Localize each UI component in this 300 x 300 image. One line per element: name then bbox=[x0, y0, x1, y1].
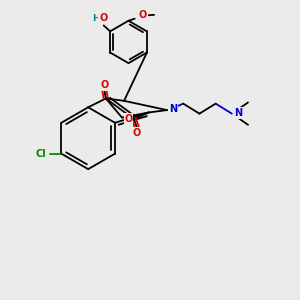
Text: O: O bbox=[99, 14, 107, 23]
Text: Cl: Cl bbox=[36, 149, 46, 159]
Text: N: N bbox=[169, 103, 178, 114]
Text: O: O bbox=[133, 128, 141, 138]
Text: O: O bbox=[139, 10, 147, 20]
Text: O: O bbox=[100, 80, 109, 90]
Text: N: N bbox=[234, 108, 242, 118]
Text: H: H bbox=[92, 14, 100, 23]
Text: O: O bbox=[124, 114, 133, 124]
